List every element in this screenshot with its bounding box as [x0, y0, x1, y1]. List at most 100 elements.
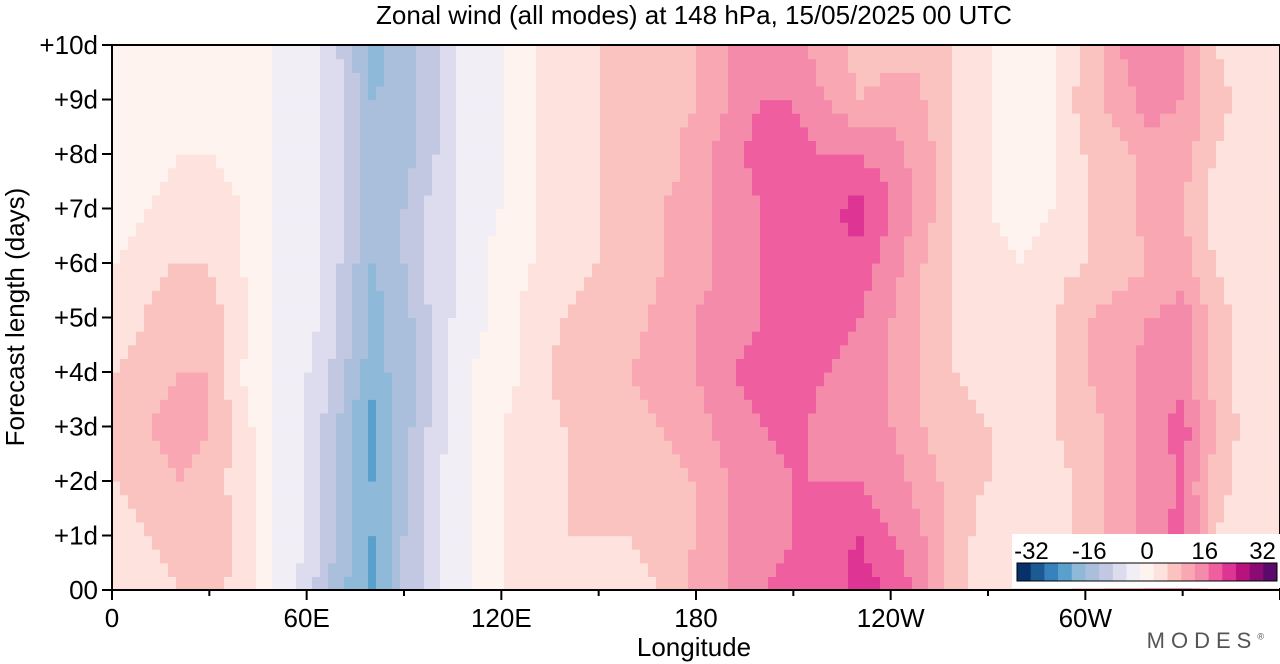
field-cell — [952, 426, 961, 441]
field-cell — [888, 453, 897, 468]
field-cell — [584, 426, 593, 441]
field-cell — [1272, 358, 1280, 373]
field-cell — [920, 576, 929, 591]
field-cell — [568, 576, 577, 591]
field-cell — [608, 481, 617, 496]
field-cell — [1200, 235, 1209, 250]
field-cell — [464, 494, 473, 509]
field-cell — [720, 412, 729, 428]
field-cell — [648, 263, 657, 278]
field-cell — [640, 194, 649, 210]
field-cell — [608, 208, 617, 223]
field-cell — [680, 385, 689, 400]
field-cell — [776, 453, 785, 468]
field-cell — [1184, 290, 1193, 305]
field-cell — [1256, 440, 1265, 455]
field-cell — [504, 140, 513, 155]
field-cell — [984, 181, 993, 196]
field-cell — [672, 562, 681, 577]
field-cell — [840, 317, 849, 332]
field-cell — [1128, 126, 1137, 141]
field-cell — [656, 140, 665, 155]
field-cell — [504, 331, 513, 346]
field-cell — [944, 535, 953, 550]
field-cell — [776, 467, 785, 482]
field-cell — [368, 249, 377, 264]
field-cell — [792, 194, 801, 210]
field-cell — [1112, 385, 1121, 400]
field-cell — [832, 317, 841, 332]
field-cell — [728, 440, 737, 455]
field-cell — [568, 385, 577, 400]
field-cell — [808, 385, 817, 400]
field-cell — [1184, 222, 1193, 237]
field-cell — [216, 126, 225, 141]
field-cell — [648, 412, 657, 428]
field-cell — [560, 249, 569, 264]
field-cell — [304, 194, 313, 210]
field-cell — [1072, 494, 1081, 509]
field-cell — [184, 317, 193, 332]
field-cell — [928, 126, 937, 141]
field-cell — [592, 263, 601, 278]
field-cell — [512, 140, 521, 155]
field-cell — [816, 181, 825, 196]
field-cell — [128, 508, 137, 523]
field-cell — [760, 303, 769, 319]
field-cell — [752, 303, 761, 319]
field-cell — [992, 303, 1001, 319]
field-cell — [848, 521, 857, 537]
field-cell — [1080, 372, 1089, 387]
field-cell — [1128, 494, 1137, 509]
field-cell — [808, 549, 817, 564]
field-cell — [992, 549, 1001, 564]
field-cell — [216, 290, 225, 305]
field-cell — [216, 344, 225, 359]
field-cell — [376, 508, 385, 523]
field-cell — [1048, 453, 1057, 468]
field-cell — [312, 562, 321, 577]
field-cell — [232, 467, 241, 482]
field-cell — [1024, 344, 1033, 359]
field-cell — [1144, 235, 1153, 250]
field-cell — [664, 222, 673, 237]
field-cell — [152, 549, 161, 564]
field-cell — [184, 344, 193, 359]
field-cell — [168, 181, 177, 196]
field-cell — [448, 576, 457, 591]
field-cell — [304, 494, 313, 509]
field-cell — [1104, 181, 1113, 196]
field-cell — [704, 290, 713, 305]
field-cell — [744, 194, 753, 210]
field-cell — [648, 154, 657, 169]
field-cell — [192, 167, 201, 182]
field-cell — [1176, 385, 1185, 400]
field-cell — [440, 167, 449, 182]
field-cell — [1160, 235, 1169, 250]
field-cell — [728, 208, 737, 223]
field-cell — [632, 562, 641, 577]
field-cell — [208, 344, 217, 359]
field-cell — [1072, 276, 1081, 291]
field-cell — [1160, 426, 1169, 441]
field-cell — [152, 222, 161, 237]
field-cell — [976, 385, 985, 400]
field-cell — [496, 276, 505, 291]
field-cell — [1072, 372, 1081, 387]
field-cell — [1248, 467, 1257, 482]
field-cell — [1184, 508, 1193, 523]
field-cell — [192, 208, 201, 223]
field-cell — [984, 208, 993, 223]
field-cell — [456, 521, 465, 537]
field-cell — [656, 263, 665, 278]
field-cell — [704, 508, 713, 523]
field-cell — [352, 263, 361, 278]
field-cell — [816, 549, 825, 564]
field-cell — [416, 372, 425, 387]
field-cell — [1128, 412, 1137, 428]
field-cell — [608, 154, 617, 169]
field-cell — [728, 290, 737, 305]
field-cell — [1208, 317, 1217, 332]
field-cell — [984, 481, 993, 496]
field-cell — [816, 208, 825, 223]
